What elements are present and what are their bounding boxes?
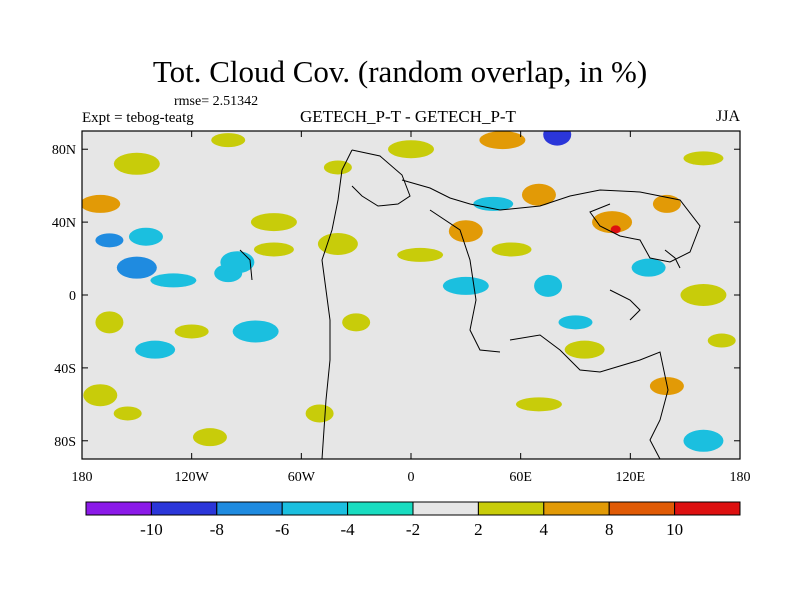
- colorbar-label: 4: [540, 520, 549, 539]
- y-tick-label: 80S: [54, 435, 76, 450]
- anomaly-blob: [388, 140, 434, 159]
- anomaly-blob: [211, 133, 246, 148]
- anomaly-blob: [564, 340, 605, 359]
- y-tick-label: 40N: [52, 216, 76, 231]
- anomaly-blob: [479, 131, 526, 150]
- anomaly-blob: [342, 313, 371, 332]
- colorbar-swatch: [412, 501, 479, 516]
- season-label: JJA: [716, 108, 741, 125]
- colorbar-label: -4: [341, 520, 356, 539]
- y-tick-label: 40S: [54, 362, 76, 377]
- anomaly-blob: [680, 284, 727, 306]
- anomaly-blob: [491, 242, 532, 257]
- anomaly-blob: [592, 211, 633, 234]
- anomaly-blob: [113, 406, 142, 421]
- colorbar-swatch: [674, 501, 741, 516]
- experiment-label: Expt = tebog-teatg: [82, 110, 194, 126]
- anomaly-blob: [683, 429, 724, 452]
- anomaly-blob: [95, 233, 124, 248]
- anomaly-blob: [683, 151, 724, 166]
- colorbar-label: 10: [666, 520, 683, 539]
- anomaly-blob: [442, 276, 489, 295]
- x-tick-label: 60W: [288, 470, 316, 485]
- anomaly-blob: [253, 242, 294, 257]
- x-tick-label: 120W: [175, 470, 210, 485]
- anomaly-blob: [135, 340, 176, 359]
- anomaly-blob: [707, 333, 736, 348]
- anomaly-blob: [220, 251, 255, 274]
- anomaly-blob: [558, 315, 593, 330]
- anomaly-blob: [610, 225, 621, 234]
- anomaly-blob: [543, 131, 572, 146]
- colorbar-label: -10: [140, 520, 163, 539]
- anomaly-blob: [323, 160, 352, 175]
- anomaly-blob: [515, 397, 562, 412]
- colorbar-label: -6: [275, 520, 289, 539]
- anomaly-blob: [82, 194, 121, 213]
- anomaly-blob: [128, 227, 163, 246]
- colorbar-label: -2: [406, 520, 420, 539]
- rmse-label: rmse= 2.51342: [174, 94, 259, 109]
- axis-ticks: 180 120W 60W 0 60E 120E 180 80N 40N 0 40S 80S: [52, 131, 751, 485]
- x-tick-label: 60E: [509, 470, 532, 485]
- anomaly-blob: [95, 311, 124, 334]
- map-background: [82, 131, 740, 459]
- coastlines: [239, 149, 701, 459]
- anomaly-blob: [317, 232, 358, 255]
- anomaly-field: [82, 131, 736, 452]
- anomaly-blob: [448, 220, 483, 243]
- colorbar-swatch: [216, 501, 283, 516]
- anomaly-blob: [232, 320, 279, 343]
- y-tick-label: 80N: [52, 143, 76, 158]
- comparison-label: GETECH_P-T - GETECH_P-T: [300, 107, 516, 126]
- colorbar-label: 8: [605, 520, 614, 539]
- colorbar-swatch: [543, 501, 610, 516]
- anomaly-blob: [631, 258, 666, 277]
- anomaly-blob: [150, 273, 197, 288]
- colorbar: -10 -8 -6 -4 -2 2 4 8 10: [85, 501, 741, 539]
- anomaly-blob: [250, 213, 297, 232]
- anomaly-blob: [652, 194, 681, 213]
- colorbar-label: -8: [210, 520, 224, 539]
- anomaly-blob: [192, 428, 227, 447]
- anomaly-blob: [473, 196, 514, 211]
- colorbar-label: 2: [474, 520, 483, 539]
- anomaly-blob: [113, 152, 160, 175]
- anomaly-blob: [83, 384, 118, 407]
- x-tick-label: 120E: [616, 470, 646, 485]
- chart-title: Tot. Cloud Cov. (random overlap, in %): [152, 54, 648, 89]
- anomaly-blob: [521, 183, 556, 206]
- colorbar-swatch: [281, 501, 349, 516]
- x-tick-label: 180: [72, 470, 93, 485]
- anomaly-blob: [174, 324, 209, 339]
- anomaly-blob: [397, 247, 444, 262]
- colorbar-swatch: [347, 501, 414, 516]
- y-tick-label: 0: [69, 289, 76, 304]
- colorbar-swatch: [150, 501, 218, 516]
- anomaly-blob: [305, 404, 334, 423]
- x-tick-label: 0: [408, 470, 415, 485]
- colorbar-swatch: [608, 501, 676, 516]
- colorbar-swatch: [85, 501, 152, 516]
- anomaly-blob: [534, 274, 563, 297]
- anomaly-blob: [116, 256, 157, 279]
- colorbar-swatch: [477, 501, 545, 516]
- x-tick-label: 180: [730, 470, 751, 485]
